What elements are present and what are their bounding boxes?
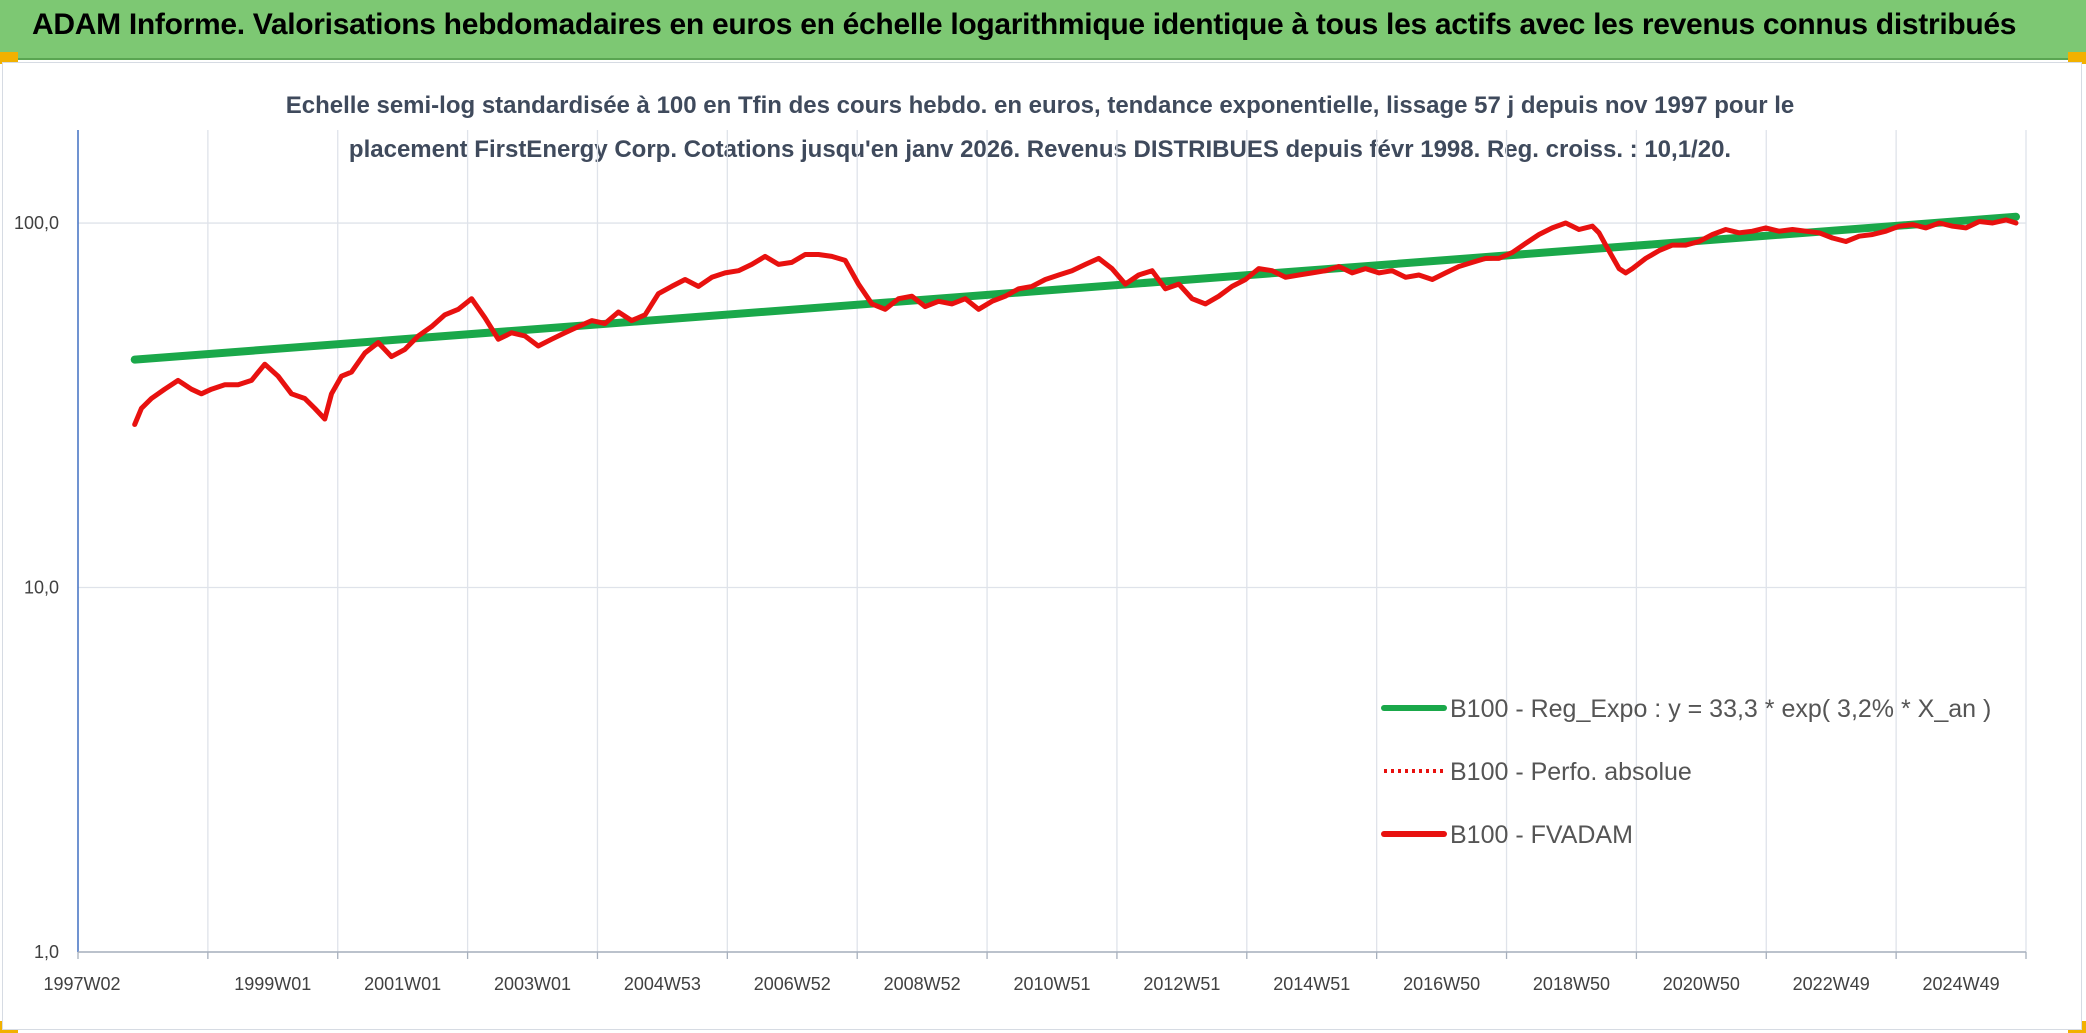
x-tick-label: 2010W51 — [1013, 974, 1090, 994]
report-title: ADAM Informe. Valorisations hebdomadaire… — [32, 8, 2017, 41]
corner-marker-right — [2068, 52, 2086, 64]
y-tick-label: 100,0 — [14, 213, 59, 233]
report-header: ADAM Informe. Valorisations hebdomadaire… — [0, 0, 2086, 60]
x-tick-label: 1997W02 — [43, 974, 120, 994]
legend: B100 - Reg_Expo : y = 33,3 * exp( 3,2% *… — [1381, 695, 1991, 849]
x-tick-label: 2001W01 — [364, 974, 441, 994]
grid-lines — [77, 130, 2027, 953]
series-line-2 — [132, 217, 2019, 427]
corner-marker-left — [0, 52, 18, 64]
x-tick-label: 2006W52 — [754, 974, 831, 994]
y-tick-label: 1,0 — [34, 942, 59, 962]
x-tick-label: 2024W49 — [1923, 974, 2000, 994]
axes: 1997W02 1999W01 2001W01 2003W01 2004W53 2006W… — [14, 130, 2027, 994]
x-tick-label: 2014W51 — [1273, 974, 1350, 994]
series-lines — [130, 212, 2020, 427]
legend-label-2: B100 - FVADAM — [1450, 821, 1633, 849]
x-tick-label: 1999W01 — [234, 974, 311, 994]
x-tick-label: 2020W50 — [1663, 974, 1740, 994]
x-tick-label: 2018W50 — [1533, 974, 1610, 994]
legend-label-0: B100 - Reg_Expo : y = 33,3 * exp( 3,2% *… — [1450, 695, 1991, 723]
x-tick-label: 2008W52 — [884, 974, 961, 994]
x-tick-label: 2012W51 — [1143, 974, 1220, 994]
x-tick-label: 2022W49 — [1793, 974, 1870, 994]
x-tick-label: 2016W50 — [1403, 974, 1480, 994]
x-tick-label: 2003W01 — [494, 974, 571, 994]
chart-title-line-1: Echelle semi-log standardisée à 100 en T… — [285, 92, 1795, 119]
legend-label-1: B100 - Perfo. absolue — [1450, 758, 1692, 786]
chart-title-line-2: placement FirstEnergy Corp. Cotations ju… — [348, 136, 1732, 163]
x-tick-label: 2004W53 — [624, 974, 701, 994]
y-tick-label: 10,0 — [24, 578, 59, 598]
